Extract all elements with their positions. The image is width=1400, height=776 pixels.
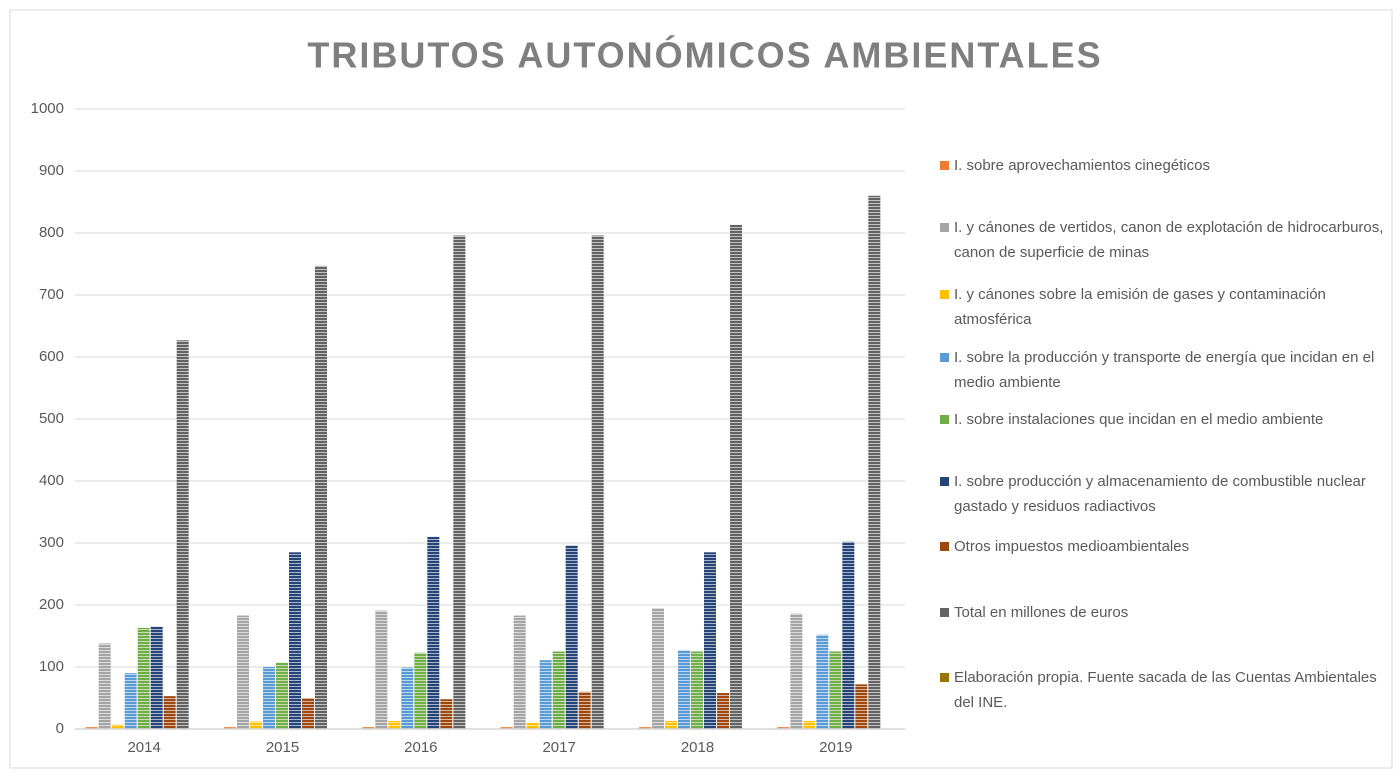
bar (500, 727, 513, 729)
bar (414, 652, 427, 729)
y-tick-label: 500 (39, 410, 64, 427)
y-tick-label: 0 (56, 720, 64, 737)
bar (263, 667, 275, 729)
legend-entry: I. sobre la producción y transporte de e… (938, 345, 1393, 395)
legend-marker (940, 673, 949, 682)
bar (137, 627, 150, 729)
legend-marker (940, 415, 949, 424)
bar (730, 224, 742, 729)
legend-entry: I. y cánones sobre la emisión de gases y… (938, 282, 1393, 332)
legend-entry: Total en millones de euros (938, 600, 1393, 625)
bar (440, 699, 453, 729)
legend-entry: Elaboración propia. Fuente sacada de las… (938, 665, 1393, 715)
bar (652, 608, 664, 729)
legend-entry: I. sobre producción y almacenamiento de … (938, 469, 1393, 519)
bar (388, 720, 401, 729)
legend-marker (940, 477, 949, 486)
bar (276, 662, 288, 729)
bar (150, 626, 163, 729)
x-tick-label: 2016 (404, 739, 437, 756)
bar (704, 552, 716, 729)
bar (526, 722, 539, 729)
y-tick-label: 600 (39, 348, 64, 365)
bar (552, 651, 565, 729)
y-tick-label: 300 (39, 534, 64, 551)
bar (591, 235, 604, 730)
legend-label: Total en millones de euros (954, 604, 1129, 621)
bar (565, 545, 578, 729)
x-tick-label: 2017 (542, 739, 575, 756)
x-tick-label: 2018 (681, 739, 714, 756)
bar (302, 698, 314, 729)
chart-border (9, 9, 1393, 769)
legend-label: I. sobre producción y almacenamiento de … (954, 473, 1366, 515)
bar (678, 650, 690, 729)
x-tick-label: 2014 (127, 739, 160, 756)
bar (453, 235, 466, 730)
y-tick-label: 400 (39, 472, 64, 489)
bar (639, 727, 651, 729)
legend-label: I. sobre instalaciones que incidan en el… (954, 411, 1324, 428)
bar (224, 727, 236, 729)
y-tick-label: 700 (39, 286, 64, 303)
bar (176, 340, 189, 729)
bar (289, 552, 301, 729)
bar (237, 615, 249, 729)
legend-entry: I. sobre aprovechamientos cinegéticos (938, 153, 1393, 178)
bar (85, 727, 98, 729)
bar (777, 727, 790, 729)
y-tick-label: 900 (39, 162, 64, 179)
legend-entry: I. y cánones de vertidos, canon de explo… (938, 215, 1393, 265)
x-tick-label: 2015 (266, 739, 299, 756)
legend-label: Otros impuestos medioambientales (954, 538, 1190, 555)
bar (691, 651, 703, 729)
bar (816, 634, 829, 729)
bar (790, 613, 803, 729)
bar (829, 651, 842, 729)
bar (717, 693, 729, 729)
legend-label: I. sobre aprovechamientos cinegéticos (954, 157, 1210, 174)
legend-label: I. sobre la producción y transporte de e… (954, 349, 1375, 391)
bar (868, 195, 881, 730)
legend-entry: Otros impuestos medioambientales (938, 534, 1393, 559)
bar (803, 720, 816, 729)
bar (539, 660, 552, 729)
bar (124, 673, 137, 729)
legend-marker (940, 353, 949, 362)
bar (250, 721, 262, 729)
bar (842, 541, 855, 729)
bar (362, 727, 375, 729)
legend-label: I. y cánones sobre la emisión de gases y… (954, 286, 1326, 328)
bar (578, 691, 591, 729)
bar (111, 724, 124, 729)
legend-marker (940, 161, 949, 170)
y-tick-label: 100 (39, 658, 64, 675)
legend-marker (940, 223, 949, 232)
bar (315, 265, 327, 729)
legend-label: Elaboración propia. Fuente sacada de las… (954, 669, 1377, 711)
y-tick-label: 1000 (31, 100, 64, 117)
legend-label: I. y cánones de vertidos, canon de explo… (954, 219, 1384, 261)
y-tick-label: 200 (39, 596, 64, 613)
y-tick-label: 800 (39, 224, 64, 241)
bar (855, 684, 868, 729)
chart-title: TRIBUTOS AUTONÓMICOS AMBIENTALES (307, 34, 1102, 76)
legend-entry: I. sobre instalaciones que incidan en el… (938, 407, 1393, 432)
bar (513, 615, 526, 729)
bar (98, 643, 111, 729)
bar (665, 720, 677, 729)
bar (401, 667, 414, 729)
legend-marker (940, 608, 949, 617)
legend-marker (940, 542, 949, 551)
x-tick-label: 2019 (819, 739, 852, 756)
bar (163, 696, 176, 729)
bar (427, 536, 440, 729)
bar (375, 610, 388, 729)
legend-marker (940, 290, 949, 299)
